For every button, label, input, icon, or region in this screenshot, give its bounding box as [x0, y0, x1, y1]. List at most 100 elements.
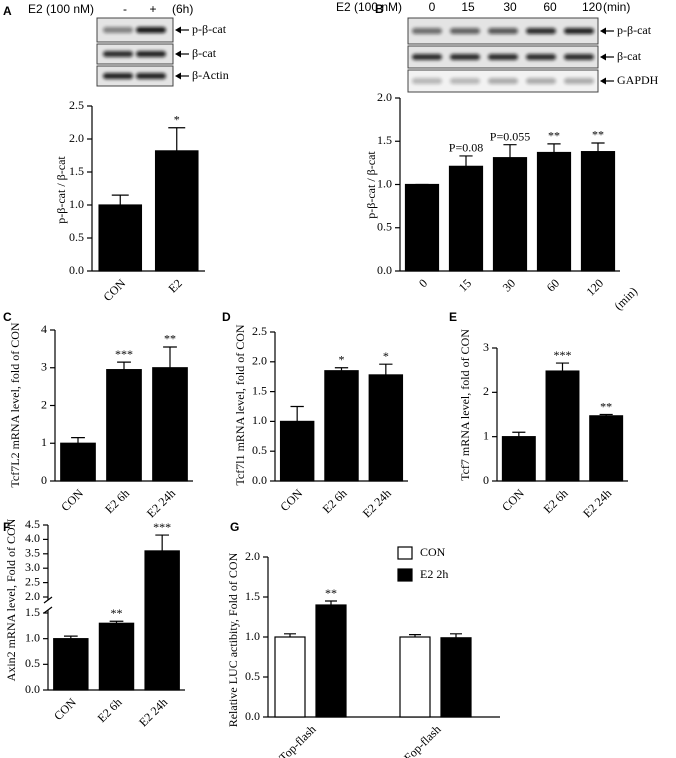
- error-bar: [290, 405, 304, 422]
- annotation: ***: [153, 520, 171, 534]
- error-bar: [512, 431, 526, 437]
- annotation: P=0.08: [449, 141, 483, 155]
- y-tick-label: 4: [41, 322, 47, 336]
- blot-band: [136, 51, 166, 57]
- y-tick-label: 0: [41, 473, 47, 487]
- y-tick-label: 2.5: [25, 574, 40, 588]
- y-tick-label: 1.5: [69, 164, 84, 178]
- legend-swatch: [397, 568, 413, 582]
- blot-band-label: β-cat: [192, 46, 217, 60]
- blot-arrowhead: [175, 72, 181, 80]
- y-tick-label: 2.5: [69, 98, 84, 112]
- y-tick-label: 0.0: [25, 682, 40, 696]
- blot-lane: 15: [461, 0, 475, 14]
- blot-band: [103, 27, 133, 33]
- error-bar: [109, 620, 124, 624]
- x-tick-label: CON: [277, 486, 305, 514]
- blot-band: [564, 78, 594, 84]
- blot-band: [450, 28, 480, 34]
- blot-band-label: p-β-cat: [192, 22, 227, 36]
- blot-band: [564, 28, 594, 34]
- blot-band: [564, 54, 594, 60]
- y-axis-label: p-β-cat / β-cat: [54, 156, 68, 224]
- annotation: **: [164, 332, 176, 346]
- bar: [440, 637, 472, 718]
- x-tick-label: E2 6h: [102, 486, 132, 516]
- annotation: ***: [554, 348, 572, 362]
- bar: [98, 204, 143, 272]
- bar: [545, 370, 580, 482]
- error-bar: [117, 361, 131, 370]
- x-tick-label: Fop-flash: [401, 722, 443, 758]
- y-tick-label: 1.0: [69, 197, 84, 211]
- annotation: *: [383, 349, 389, 363]
- panel-letter: A: [3, 4, 12, 18]
- bar: [399, 636, 431, 718]
- bar: [53, 638, 89, 691]
- panel-letter: C: [3, 310, 12, 324]
- error-bar: [450, 633, 462, 638]
- y-tick-label: 4.5: [25, 517, 40, 531]
- y-tick-label: 3: [41, 360, 47, 374]
- y-tick-label: 3.5: [25, 546, 40, 560]
- y-tick-label: 0.0: [252, 473, 267, 487]
- annotation: **: [111, 606, 123, 620]
- blot-arrowhead: [600, 77, 606, 85]
- bar: [274, 636, 306, 718]
- blot-band: [526, 78, 556, 84]
- x-tick-label: CON: [51, 695, 79, 723]
- x-tick-label: CON: [499, 486, 527, 514]
- y-tick-label: 1.5: [377, 133, 392, 147]
- blot-band-label: GAPDH: [617, 73, 659, 87]
- error-bar: [163, 346, 177, 368]
- blot-band: [488, 28, 518, 34]
- bar: [404, 183, 440, 272]
- y-axis-label: Tcf7 mRNA level, fold of CON: [458, 329, 472, 481]
- y-tick-label: 2.5: [252, 324, 267, 338]
- y-tick-label: 4.0: [25, 531, 40, 545]
- x-tick-label: Top-flash: [276, 722, 318, 758]
- x-tick-label: E2 24h: [144, 486, 178, 520]
- blot-lane: 120: [582, 0, 602, 14]
- annotation: **: [325, 586, 337, 600]
- blot-strip: [96, 65, 174, 87]
- x-tick-label: E2 24h: [136, 695, 170, 729]
- panel-letter: B: [375, 2, 384, 16]
- legend-swatch: [397, 546, 413, 560]
- legend-label: E2 2h: [420, 567, 448, 581]
- blot-band: [103, 73, 133, 79]
- blot-arrowhead: [600, 27, 606, 35]
- axis-break: [43, 596, 53, 604]
- y-axis-label: p-β-cat / β-cat: [364, 151, 378, 219]
- error-bar: [503, 144, 517, 158]
- y-tick-label: 0.5: [245, 669, 260, 683]
- blot-arrowhead: [175, 26, 181, 34]
- error-bar: [379, 363, 393, 375]
- y-tick-label: 1.0: [25, 630, 40, 644]
- bar: [144, 550, 180, 691]
- y-tick-label: 0.0: [245, 709, 260, 723]
- blot-band: [412, 28, 442, 34]
- y-tick-label: 2.0: [377, 90, 392, 104]
- error-bar: [155, 534, 170, 551]
- blot-arrowhead: [600, 53, 606, 61]
- error-bar: [63, 635, 78, 639]
- y-tick-label: 2.0: [245, 549, 260, 563]
- x-tick-label: E2 6h: [320, 486, 350, 516]
- panel-letter: G: [230, 520, 239, 534]
- x-tick-label: 0: [416, 276, 430, 290]
- blot-treatment: E2 (100 nM): [336, 0, 402, 14]
- y-tick-label: 1: [483, 428, 489, 442]
- y-tick-label: 2.0: [69, 131, 84, 145]
- y-tick-label: 0.5: [377, 220, 392, 234]
- bar: [492, 157, 528, 272]
- x-tick-label: E2: [165, 276, 184, 295]
- error-bar: [409, 634, 421, 637]
- annotation: **: [592, 128, 604, 142]
- blot-treatment: E2 (100 nM): [28, 2, 94, 16]
- bar: [315, 604, 347, 718]
- blot-band: [450, 54, 480, 60]
- y-tick-label: 2.0: [252, 354, 267, 368]
- x-tick-label: CON: [100, 276, 128, 304]
- x-tick-label: E2 6h: [95, 695, 125, 725]
